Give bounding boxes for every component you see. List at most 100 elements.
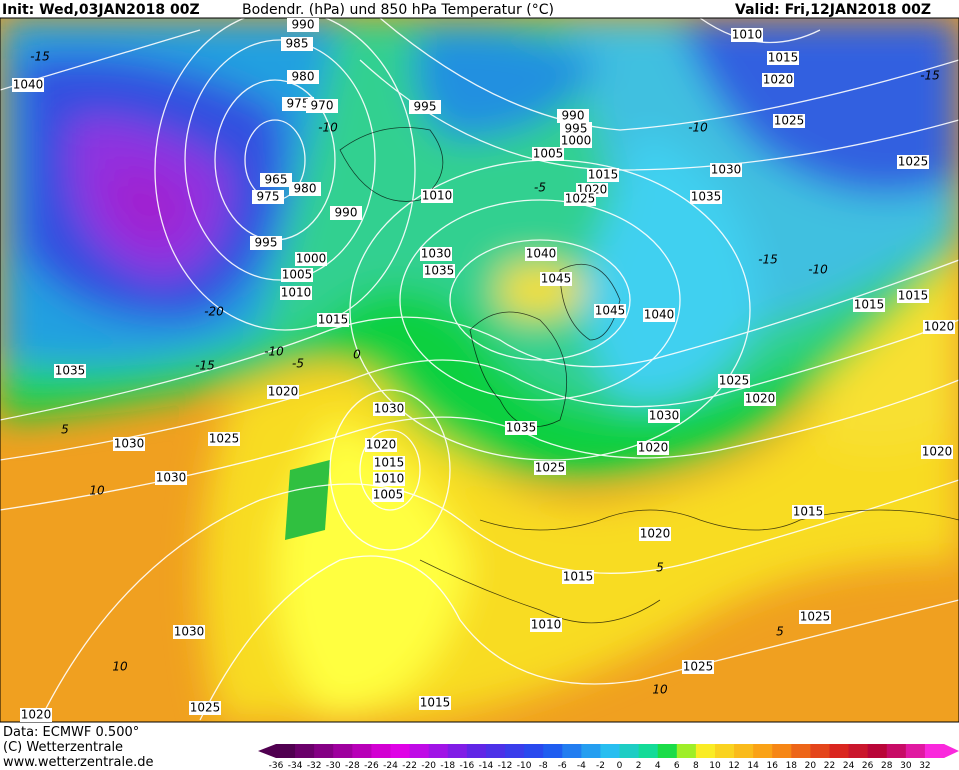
colorbar-label: -6: [558, 761, 567, 770]
colorbar-swatch: [428, 744, 449, 758]
isobar-label: 1025: [565, 192, 596, 206]
colorbar-swatch: [543, 744, 563, 758]
colorbar-label: -22: [402, 761, 417, 770]
colorbar-label: 24: [843, 761, 855, 770]
isobar-label: 1035: [691, 190, 722, 204]
isobar-label-box: [189, 701, 221, 715]
isobar-label: 995: [255, 236, 278, 250]
isobar-label: 1005: [533, 147, 564, 161]
isobar-label: 1030: [174, 625, 205, 639]
isobar-label: 1020: [745, 392, 776, 406]
isobar-label-box: [731, 28, 763, 42]
isobar-label-box: [767, 51, 799, 65]
colorbar-label: 10: [709, 761, 721, 770]
isobar-label: 1030: [114, 437, 145, 451]
isobar-label: 980: [294, 182, 317, 196]
colorbar-swatch: [485, 744, 506, 758]
colorbar-swatch: [562, 744, 582, 758]
temperature-label: 0: [353, 348, 361, 362]
colorbar-label: 16: [767, 761, 779, 770]
isobar-label: 1030: [156, 471, 187, 485]
colorbar-swatch: [390, 744, 411, 758]
colorbar-swatch: [734, 744, 754, 758]
isobar-label: 1010: [374, 472, 405, 486]
isobar-label-box: [587, 168, 619, 182]
isobar-label-box: [317, 313, 349, 327]
isobar-label: 1015: [793, 505, 824, 519]
isobar-label: 1000: [296, 252, 327, 266]
isobar-label-box: [564, 192, 596, 206]
colorbar-label: -16: [460, 761, 475, 770]
temperature-label: 10: [652, 683, 668, 697]
colorbar-swatch: [295, 744, 315, 758]
isobar-label-box: [682, 660, 714, 674]
colorbar-swatch: [524, 744, 544, 758]
colorbar-label: 20: [805, 761, 817, 770]
isobar-label-box: [208, 432, 240, 446]
map-title: Bodendr. (hPa) und 850 hPa Temperatur (°…: [242, 2, 554, 18]
isobar-label-box: [639, 527, 671, 541]
isobar-label-box: [372, 488, 404, 502]
colorbar-label: 18: [786, 761, 798, 770]
colorbar-label: -8: [539, 761, 548, 770]
colorbar-label: 4: [655, 761, 661, 770]
isobar-label-box: [420, 247, 452, 261]
isobar-label: 965: [265, 173, 288, 187]
colorbar-swatch: [810, 744, 830, 758]
colorbar-label: -12: [498, 761, 513, 770]
colorbar-swatch: [276, 744, 296, 758]
isobar-label: 1020: [924, 320, 955, 334]
colorbar-label: 2: [636, 761, 642, 770]
isobar-label-box: [289, 182, 321, 196]
colorbar-swatch: [466, 744, 487, 758]
colorbar-swatch: [314, 744, 334, 758]
colorbar-label: 30: [900, 761, 912, 770]
temperature-label: 5: [61, 423, 69, 437]
temperature-label: -15: [195, 359, 215, 373]
temperature-label: -5: [292, 357, 304, 371]
isobar-label-box: [744, 392, 776, 406]
colorbar-swatch: [791, 744, 811, 758]
isobar-label-box: [252, 190, 284, 204]
temperature-label: -20: [204, 305, 224, 319]
colorbar-label: 22: [824, 761, 835, 770]
isobar-label-box: [690, 190, 722, 204]
isobar-label: 1035: [424, 264, 455, 278]
temperature-label: 5: [656, 561, 664, 575]
isobar-label-box: [648, 409, 680, 423]
isobar-label: 1020: [366, 438, 397, 452]
isobar-label: 975: [257, 190, 280, 204]
temperature-label: -15: [30, 50, 50, 64]
temperature-label: -15: [758, 253, 778, 267]
temperature-label: 10: [112, 660, 128, 674]
isobar-label: 1020: [21, 708, 52, 722]
isobar-label: 1015: [854, 298, 885, 312]
isobar-label-box: [267, 385, 299, 399]
isobar-label-box: [643, 308, 675, 322]
isobar-label-box: [594, 304, 626, 318]
colorbar-swatch: [676, 744, 697, 758]
isobar-label: 990: [292, 18, 315, 32]
colorbar-label: -10: [517, 761, 532, 770]
colorbar-swatch: [409, 744, 430, 758]
colorbar-swatch: [581, 744, 601, 758]
isobar-label-box: [250, 236, 282, 250]
isobar-label: 1015: [563, 570, 594, 584]
colorbar-swatch: [886, 744, 907, 758]
colorbar-swatch: [371, 744, 392, 758]
isobar-label: 970: [311, 99, 334, 113]
map-frame: [0, 17, 959, 723]
isobar-label-box: [540, 272, 572, 286]
colorbar-swatch: [772, 744, 792, 758]
colorbar-swatch: [638, 744, 659, 758]
colorbar: -36 -34 -32 -30 -28 -26 -24 -22 -20 -18 -16 -14 -12-…: [258, 744, 959, 770]
isobar-label: 1040: [644, 308, 675, 322]
isobar-label: 1040: [526, 247, 557, 261]
colorbar-label: -34: [288, 761, 303, 770]
colorbar-label: -32: [307, 761, 322, 770]
temperature-label: -10: [264, 345, 284, 359]
colorbar-label: 12: [728, 761, 739, 770]
isobar-label-box: [423, 264, 455, 278]
temperature-label: -10: [688, 121, 708, 135]
